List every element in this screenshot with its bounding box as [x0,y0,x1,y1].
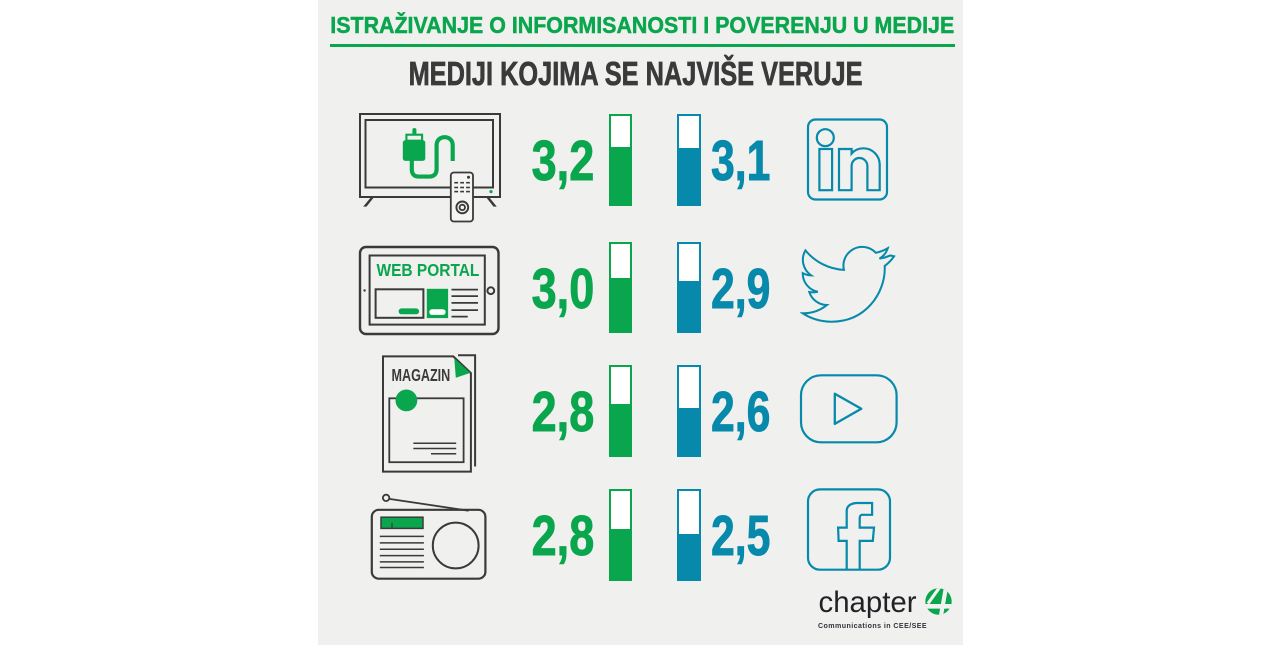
svg-text:MAGAZIN: MAGAZIN [392,366,451,386]
svg-text:WEB PORTAL: WEB PORTAL [377,260,480,280]
